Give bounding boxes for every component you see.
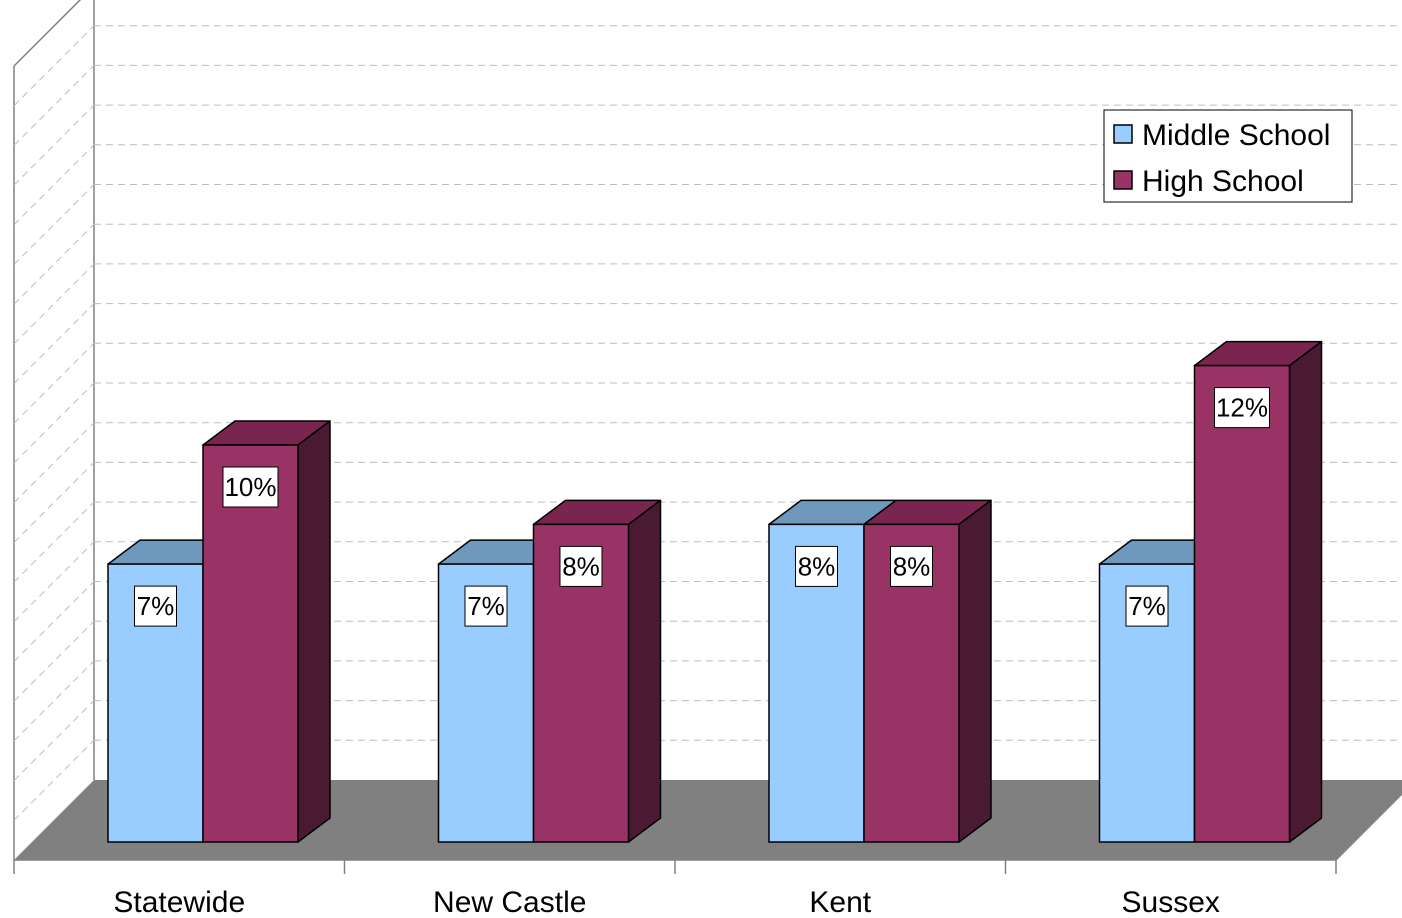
floor-right-edge <box>1335 792 1402 861</box>
gridline-side <box>13 739 95 821</box>
data-label-high-school-new-castle-text: 8% <box>562 551 600 581</box>
data-label-middle-school-new-castle-box <box>464 585 508 627</box>
data-label-high-school-new-castle: 8% <box>559 545 603 587</box>
bar-high-school-statewide <box>202 420 331 843</box>
gridline-side <box>13 342 95 424</box>
legend: Middle School High School <box>1103 109 1353 203</box>
gridline-side <box>13 303 95 384</box>
legend-swatch-middle-school <box>1113 124 1133 144</box>
data-label-high-school-statewide-text: 10% <box>224 472 276 502</box>
data-label-high-school-sussex-text: 12% <box>1216 393 1268 423</box>
data-label-high-school-kent: 8% <box>890 545 933 587</box>
data-label-middle-school-kent: 8% <box>795 545 838 587</box>
data-label-middle-school-kent-text: 8% <box>798 551 836 581</box>
bar-high-school-sussex-side <box>1288 340 1323 843</box>
gridline-side <box>13 263 95 345</box>
gridline-side <box>13 65 95 146</box>
gridline-side <box>13 223 95 305</box>
gridline-side <box>13 382 95 464</box>
data-label-high-school-new-castle-box <box>559 545 603 587</box>
data-label-high-school-kent-box <box>890 545 933 587</box>
data-label-middle-school-sussex-box <box>1125 585 1169 627</box>
gridline-side <box>13 581 95 662</box>
data-label-middle-school-statewide-text: 7% <box>137 591 175 621</box>
bars <box>107 340 1323 843</box>
gridline-side <box>13 620 95 702</box>
legend-swatch-high-school <box>1113 170 1133 190</box>
data-label-middle-school-statewide-box <box>134 585 177 627</box>
gridline-side <box>13 184 95 265</box>
gridline-side <box>13 422 95 504</box>
x-tick-label-sussex: Sussex <box>1122 886 1220 918</box>
legend-label-middle-school: Middle School <box>1142 119 1330 152</box>
data-label-high-school-statewide: 10% <box>222 466 279 508</box>
data-label-high-school-sussex-box <box>1214 387 1270 429</box>
gridline-side <box>13 144 95 226</box>
bar-high-school-sussex <box>1193 340 1323 843</box>
bar-high-school-sussex-front <box>1193 364 1291 843</box>
gridline-side <box>13 104 95 186</box>
x-tick-label-statewide: Statewide <box>113 886 245 918</box>
bar-high-school-new-castle <box>532 499 662 843</box>
gridline-side <box>13 541 95 623</box>
data-label-high-school-kent-text: 8% <box>893 551 931 581</box>
bar-high-school-kent-side <box>958 499 992 843</box>
bar-high-school-statewide-front <box>202 444 299 843</box>
floor-plane <box>14 780 1402 860</box>
data-label-middle-school-statewide: 7% <box>134 585 177 627</box>
left-wall-top-edge <box>13 0 82 67</box>
data-label-high-school-statewide-box <box>222 466 279 508</box>
data-label-middle-school-new-castle: 7% <box>464 585 508 627</box>
data-label-middle-school-new-castle-text: 7% <box>467 591 505 621</box>
gridline-side <box>13 462 95 543</box>
legend-label-high-school: High School <box>1142 165 1304 198</box>
data-label-middle-school-sussex-text: 7% <box>1128 591 1166 621</box>
gridline-side <box>13 700 95 781</box>
data-label-middle-school-kent-box <box>795 545 838 587</box>
gridline-side <box>13 501 95 583</box>
data-label-middle-school-sussex: 7% <box>1125 585 1169 627</box>
legend-box <box>1103 109 1353 203</box>
bar-high-school-statewide-side <box>297 420 331 843</box>
data-label-high-school-sussex: 12% <box>1214 387 1270 429</box>
gridline-side <box>13 660 95 742</box>
gridline-side <box>13 25 95 107</box>
bar-high-school-new-castle-side <box>627 499 662 843</box>
chart-floor <box>14 780 1402 860</box>
data-labels: 7% 10% 7% 8% 8% 8% 7% 12% <box>134 387 1270 627</box>
x-axis: Statewide New Castle Kent Sussex <box>13 792 1402 918</box>
x-tick-label-kent: Kent <box>809 886 871 918</box>
x-tick-label-new-castle: New Castle <box>433 886 586 918</box>
